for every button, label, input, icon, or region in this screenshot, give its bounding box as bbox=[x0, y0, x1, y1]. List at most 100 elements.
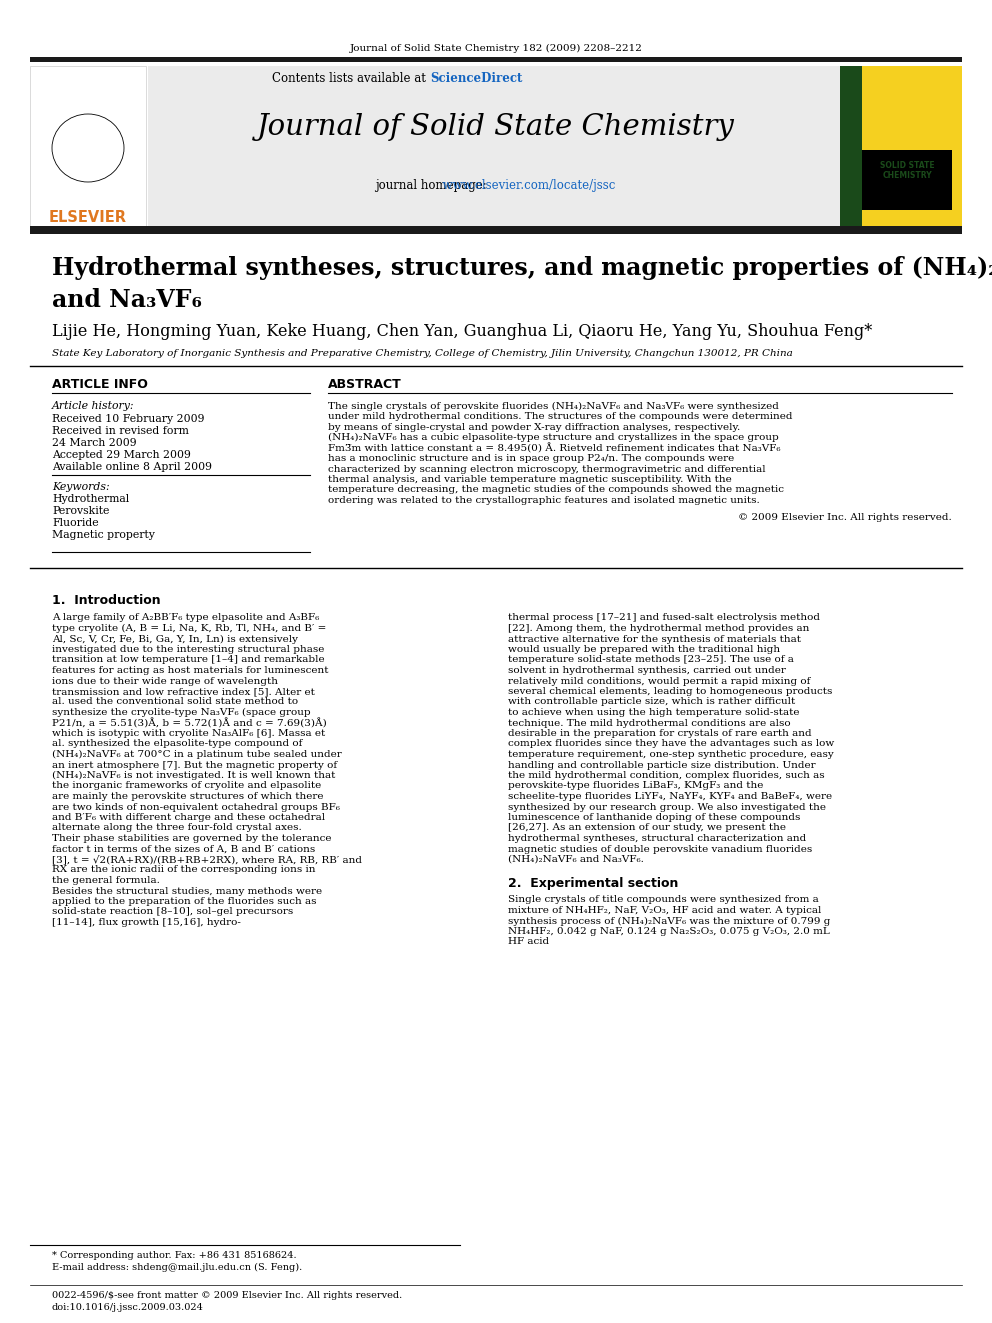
Text: ARTICLE INFO: ARTICLE INFO bbox=[52, 378, 148, 392]
Text: (NH₄)₂NaVF₆ and Na₃VF₆.: (NH₄)₂NaVF₆ and Na₃VF₆. bbox=[508, 855, 644, 864]
Text: Perovskite: Perovskite bbox=[52, 505, 109, 516]
Text: synthesized by our research group. We also investigated the: synthesized by our research group. We al… bbox=[508, 803, 826, 811]
Text: (NH₄)₂NaVF₆ at 700°C in a platinum tube sealed under: (NH₄)₂NaVF₆ at 700°C in a platinum tube … bbox=[52, 750, 342, 759]
Text: solid-state reaction [8–10], sol–gel precursors: solid-state reaction [8–10], sol–gel pre… bbox=[52, 908, 294, 917]
Bar bbox=[862, 149, 952, 210]
Text: transition at low temperature [1–4] and remarkable: transition at low temperature [1–4] and … bbox=[52, 655, 324, 664]
Text: technique. The mild hydrothermal conditions are also: technique. The mild hydrothermal conditi… bbox=[508, 718, 791, 728]
Text: CHEMISTRY: CHEMISTRY bbox=[882, 171, 931, 180]
Text: the mild hydrothermal condition, complex fluorides, such as: the mild hydrothermal condition, complex… bbox=[508, 771, 824, 781]
Text: Available online 8 April 2009: Available online 8 April 2009 bbox=[52, 462, 212, 472]
Text: Their phase stabilities are governed by the tolerance: Their phase stabilities are governed by … bbox=[52, 833, 331, 843]
Text: the inorganic frameworks of cryolite and elpasolite: the inorganic frameworks of cryolite and… bbox=[52, 782, 321, 791]
Text: magnetic studies of double perovskite vanadium fluorides: magnetic studies of double perovskite va… bbox=[508, 844, 812, 853]
Text: are mainly the perovskite structures of which there: are mainly the perovskite structures of … bbox=[52, 792, 323, 800]
Text: which is isotypic with cryolite Na₃AlF₆ [6]. Massa et: which is isotypic with cryolite Na₃AlF₆ … bbox=[52, 729, 325, 738]
Text: characterized by scanning electron microscopy, thermogravimetric and differentia: characterized by scanning electron micro… bbox=[328, 464, 766, 474]
Bar bbox=[840, 66, 962, 228]
Text: ordering was related to the crystallographic features and isolated magnetic unit: ordering was related to the crystallogra… bbox=[328, 496, 760, 505]
Text: an inert atmosphere [7]. But the magnetic property of: an inert atmosphere [7]. But the magneti… bbox=[52, 761, 337, 770]
Text: investigated due to the interesting structural phase: investigated due to the interesting stru… bbox=[52, 646, 324, 654]
Text: mixture of NH₄HF₂, NaF, V₂O₃, HF acid and water. A typical: mixture of NH₄HF₂, NaF, V₂O₃, HF acid an… bbox=[508, 906, 821, 916]
Text: perovskite-type fluorides LiBaF₃, KMgF₃ and the: perovskite-type fluorides LiBaF₃, KMgF₃ … bbox=[508, 782, 764, 791]
Text: applied to the preparation of the fluorides such as: applied to the preparation of the fluori… bbox=[52, 897, 316, 906]
Text: Received 10 February 2009: Received 10 February 2009 bbox=[52, 414, 204, 423]
Text: scheelite-type fluorides LiYF₄, NaYF₄, KYF₄ and BaBeF₄, were: scheelite-type fluorides LiYF₄, NaYF₄, K… bbox=[508, 792, 832, 800]
Bar bbox=[840, 66, 862, 228]
Text: * Corresponding author. Fax: +86 431 85168624.: * Corresponding author. Fax: +86 431 851… bbox=[52, 1250, 297, 1259]
Text: Fm3̅m with lattice constant a = 8.495(0) Å. Rietveld refinement indicates that N: Fm3̅m with lattice constant a = 8.495(0)… bbox=[328, 443, 781, 452]
Text: alternate along the three four-fold crystal axes.: alternate along the three four-fold crys… bbox=[52, 823, 302, 832]
Text: Journal of Solid State Chemistry: Journal of Solid State Chemistry bbox=[257, 112, 735, 142]
Text: Fluoride: Fluoride bbox=[52, 519, 98, 528]
Text: RX are the ionic radii of the corresponding ions in: RX are the ionic radii of the correspond… bbox=[52, 865, 315, 875]
Text: with controllable particle size, which is rather difficult: with controllable particle size, which i… bbox=[508, 697, 796, 706]
Text: Besides the structural studies, many methods were: Besides the structural studies, many met… bbox=[52, 886, 322, 896]
Text: [26,27]. As an extension of our study, we present the: [26,27]. As an extension of our study, w… bbox=[508, 823, 786, 832]
Text: the general formula.: the general formula. bbox=[52, 876, 160, 885]
Text: complex fluorides since they have the advantages such as low: complex fluorides since they have the ad… bbox=[508, 740, 834, 749]
Text: Magnetic property: Magnetic property bbox=[52, 531, 155, 540]
Text: 2.  Experimental section: 2. Experimental section bbox=[508, 877, 679, 890]
Text: by means of single-crystal and powder X-ray diffraction analyses, respectively.: by means of single-crystal and powder X-… bbox=[328, 422, 740, 431]
Text: SOLID STATE: SOLID STATE bbox=[880, 160, 934, 169]
Bar bbox=[30, 66, 146, 228]
Text: Hydrothermal syntheses, structures, and magnetic properties of (NH₄)₂NaVF₆: Hydrothermal syntheses, structures, and … bbox=[52, 255, 992, 280]
Text: journal homepage:: journal homepage: bbox=[375, 179, 490, 192]
Text: Lijie He, Hongming Yuan, Keke Huang, Chen Yan, Guanghua Li, Qiaoru He, Yang Yu, : Lijie He, Hongming Yuan, Keke Huang, Che… bbox=[52, 324, 872, 340]
Text: Keywords:: Keywords: bbox=[52, 482, 110, 492]
Text: and B′F₆ with different charge and these octahedral: and B′F₆ with different charge and these… bbox=[52, 814, 325, 822]
Text: ScienceDirect: ScienceDirect bbox=[430, 71, 523, 85]
Text: 0022-4596/$-see front matter © 2009 Elsevier Inc. All rights reserved.: 0022-4596/$-see front matter © 2009 Else… bbox=[52, 1290, 402, 1299]
Text: thermal process [17–21] and fused-salt electrolysis method: thermal process [17–21] and fused-salt e… bbox=[508, 614, 820, 623]
Text: www.elsevier.com/locate/jssc: www.elsevier.com/locate/jssc bbox=[375, 179, 615, 192]
Text: relatively mild conditions, would permit a rapid mixing of: relatively mild conditions, would permit… bbox=[508, 676, 810, 685]
Text: and Na₃VF₆: and Na₃VF₆ bbox=[52, 288, 202, 312]
Text: ABSTRACT: ABSTRACT bbox=[328, 378, 402, 392]
Text: Al, Sc, V, Cr, Fe, Bi, Ga, Y, In, Ln) is extensively: Al, Sc, V, Cr, Fe, Bi, Ga, Y, In, Ln) is… bbox=[52, 635, 298, 643]
Bar bbox=[30, 57, 962, 62]
Text: hydrothermal syntheses, structural characterization and: hydrothermal syntheses, structural chara… bbox=[508, 833, 806, 843]
Text: 1.  Introduction: 1. Introduction bbox=[52, 594, 161, 606]
Text: thermal analysis, and variable temperature magnetic susceptibility. With the: thermal analysis, and variable temperatu… bbox=[328, 475, 732, 484]
Text: Hydrothermal: Hydrothermal bbox=[52, 493, 129, 504]
Bar bbox=[148, 66, 840, 228]
Text: [22]. Among them, the hydrothermal method provides an: [22]. Among them, the hydrothermal metho… bbox=[508, 624, 809, 632]
Text: would usually be prepared with the traditional high: would usually be prepared with the tradi… bbox=[508, 646, 780, 654]
Text: HF acid: HF acid bbox=[508, 938, 550, 946]
Text: synthesis process of (NH₄)₂NaVF₆ was the mixture of 0.799 g: synthesis process of (NH₄)₂NaVF₆ was the… bbox=[508, 917, 830, 926]
Text: State Key Laboratory of Inorganic Synthesis and Preparative Chemistry, College o: State Key Laboratory of Inorganic Synthe… bbox=[52, 349, 793, 359]
Text: transmission and low refractive index [5]. Alter et: transmission and low refractive index [5… bbox=[52, 687, 314, 696]
Text: temperature solid-state methods [23–25]. The use of a: temperature solid-state methods [23–25].… bbox=[508, 655, 794, 664]
Text: under mild hydrothermal conditions. The structures of the compounds were determi: under mild hydrothermal conditions. The … bbox=[328, 411, 793, 421]
Text: (NH₄)₂NaVF₆ is not investigated. It is well known that: (NH₄)₂NaVF₆ is not investigated. It is w… bbox=[52, 771, 335, 781]
Text: © 2009 Elsevier Inc. All rights reserved.: © 2009 Elsevier Inc. All rights reserved… bbox=[738, 512, 952, 521]
Text: doi:10.1016/j.jssc.2009.03.024: doi:10.1016/j.jssc.2009.03.024 bbox=[52, 1303, 204, 1311]
Text: E-mail address: shdeng@mail.jlu.edu.cn (S. Feng).: E-mail address: shdeng@mail.jlu.edu.cn (… bbox=[52, 1262, 303, 1271]
Text: NH₄HF₂, 0.042 g NaF, 0.124 g Na₂S₂O₃, 0.075 g V₂O₃, 2.0 mL: NH₄HF₂, 0.042 g NaF, 0.124 g Na₂S₂O₃, 0.… bbox=[508, 927, 829, 935]
Text: Journal of Solid State Chemistry 182 (2009) 2208–2212: Journal of Solid State Chemistry 182 (20… bbox=[349, 44, 643, 53]
Text: factor t in terms of the sizes of A, B and B′ cations: factor t in terms of the sizes of A, B a… bbox=[52, 844, 315, 853]
Text: synthesize the cryolite-type Na₃VF₆ (space group: synthesize the cryolite-type Na₃VF₆ (spa… bbox=[52, 708, 310, 717]
Text: Article history:: Article history: bbox=[52, 401, 135, 411]
Text: Accepted 29 March 2009: Accepted 29 March 2009 bbox=[52, 450, 190, 460]
Text: temperature decreasing, the magnetic studies of the compounds showed the magneti: temperature decreasing, the magnetic stu… bbox=[328, 486, 784, 495]
Text: P21/n, a = 5.51(3)Å, b = 5.72(1)Å and c = 7.69(3)Å): P21/n, a = 5.51(3)Å, b = 5.72(1)Å and c … bbox=[52, 718, 326, 728]
Text: Contents lists available at: Contents lists available at bbox=[273, 71, 430, 85]
Text: luminescence of lanthanide doping of these compounds: luminescence of lanthanide doping of the… bbox=[508, 814, 801, 822]
Text: several chemical elements, leading to homogeneous products: several chemical elements, leading to ho… bbox=[508, 687, 832, 696]
Text: temperature requirement, one-step synthetic procedure, easy: temperature requirement, one-step synthe… bbox=[508, 750, 833, 759]
Text: to achieve when using the high temperature solid-state: to achieve when using the high temperatu… bbox=[508, 708, 800, 717]
Text: ELSEVIER: ELSEVIER bbox=[49, 210, 127, 225]
Text: (NH₄)₂NaVF₆ has a cubic elpasolite-type structure and crystallizes in the space : (NH₄)₂NaVF₆ has a cubic elpasolite-type … bbox=[328, 433, 779, 442]
Text: Received in revised form: Received in revised form bbox=[52, 426, 188, 437]
Text: handling and controllable particle size distribution. Under: handling and controllable particle size … bbox=[508, 761, 815, 770]
Text: al. used the conventional solid state method to: al. used the conventional solid state me… bbox=[52, 697, 299, 706]
Text: are two kinds of non-equivalent octahedral groups BF₆: are two kinds of non-equivalent octahedr… bbox=[52, 803, 340, 811]
Text: ions due to their wide range of wavelength: ions due to their wide range of waveleng… bbox=[52, 676, 278, 685]
Text: al. synthesized the elpasolite-type compound of: al. synthesized the elpasolite-type comp… bbox=[52, 740, 303, 749]
Text: Single crystals of title compounds were synthesized from a: Single crystals of title compounds were … bbox=[508, 896, 818, 905]
Text: attractive alternative for the synthesis of materials that: attractive alternative for the synthesis… bbox=[508, 635, 801, 643]
Text: desirable in the preparation for crystals of rare earth and: desirable in the preparation for crystal… bbox=[508, 729, 811, 738]
Text: The single crystals of perovskite fluorides (NH₄)₂NaVF₆ and Na₃VF₆ were synthesi: The single crystals of perovskite fluori… bbox=[328, 401, 779, 410]
